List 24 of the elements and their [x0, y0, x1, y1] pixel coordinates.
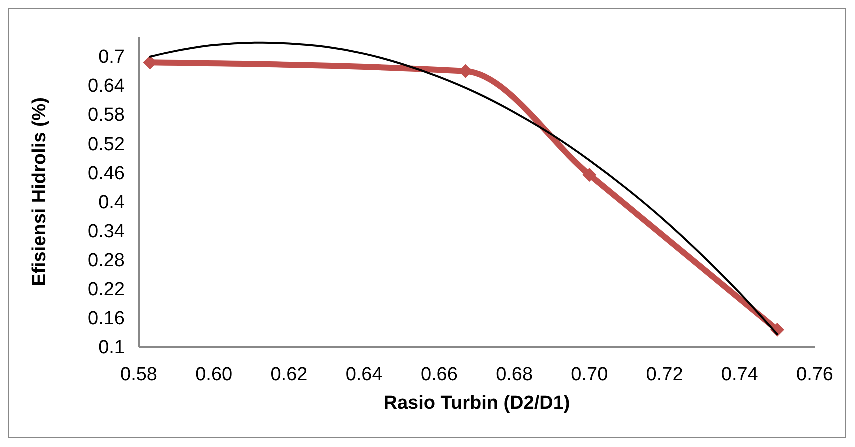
- y-tick-label: 0.28: [88, 250, 125, 272]
- x-tick-label: 0.76: [796, 364, 834, 386]
- x-tick-label: 0.64: [346, 364, 384, 386]
- x-axis-title: Rasio Turbin (D2/D1): [384, 393, 570, 414]
- y-tick-label: 0.7: [98, 47, 125, 68]
- y-tick-label: 0.1: [98, 338, 125, 359]
- y-tick-label: 0.46: [88, 163, 125, 184]
- x-tick-label: 0.60: [196, 364, 233, 386]
- x-tick-label: 0.66: [420, 364, 458, 386]
- x-tick-label: 0.58: [120, 364, 158, 386]
- y-tick-label: 0.4: [98, 192, 126, 214]
- y-tick-label: 0.16: [88, 308, 125, 330]
- x-tick-label: 0.68: [496, 364, 534, 386]
- y-tick-label: 0.34: [88, 221, 126, 242]
- y-tick-label: 0.58: [88, 105, 125, 126]
- y-tick-label: 0.22: [88, 280, 125, 301]
- x-tick-label: 0.72: [646, 364, 684, 386]
- x-tick-label: 0.70: [571, 364, 608, 386]
- y-axis-title: Efisiensi Hidrolis (%): [30, 98, 51, 286]
- y-tick-label: 0.52: [88, 134, 125, 156]
- y-tick-label: 0.64: [88, 76, 126, 98]
- x-tick-label: 0.74: [721, 364, 759, 386]
- point: [582, 168, 597, 182]
- x-tick-label: 0.62: [270, 364, 308, 386]
